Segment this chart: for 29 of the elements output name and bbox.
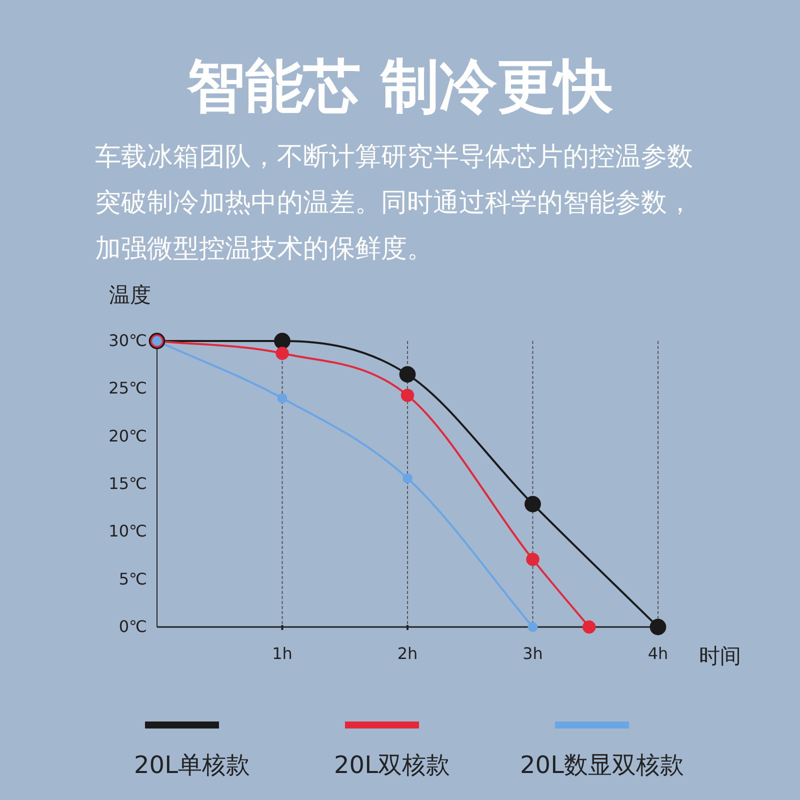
y-tick-label: 0℃ [118, 617, 147, 636]
legend-label: 20L双核款 [334, 751, 450, 779]
point [650, 618, 666, 636]
chart-title: 智能芯 制冷更快 [186, 51, 614, 122]
y-tick-label: 15℃ [108, 474, 147, 493]
point [400, 388, 414, 402]
legend-label: 20L单核款 [134, 751, 250, 779]
y-tick-label: 10℃ [108, 522, 147, 541]
x-tick-label: 1h [272, 644, 292, 663]
point [399, 366, 416, 383]
chart-subtitle: 车载冰箱团队，不断计算研究半导体芯片的控温参数突破制冷加热中的温差。同时通过科学的智能参数，加强微型控温技术的保鲜度。 [95, 141, 694, 266]
point [276, 346, 289, 360]
y-axis-title: 温度 [109, 283, 151, 307]
point [402, 473, 412, 484]
y-tick-label: 25℃ [108, 378, 147, 398]
point [582, 620, 596, 634]
y-tick-label: 20℃ [108, 426, 147, 446]
point [528, 622, 538, 632]
legend-label: 20L数显双核款 [520, 751, 684, 779]
y-tick-label: 30℃ [108, 331, 147, 350]
point [277, 393, 288, 404]
point [526, 552, 540, 566]
x-axis-title: 时间 [699, 644, 741, 668]
point [524, 496, 541, 512]
point [274, 332, 290, 350]
y-tick-label: 5℃ [118, 569, 147, 588]
x-tick-label: 3h [522, 644, 543, 663]
x-tick-label: 4h [648, 644, 668, 663]
x-tick-label: 2h [397, 644, 418, 663]
